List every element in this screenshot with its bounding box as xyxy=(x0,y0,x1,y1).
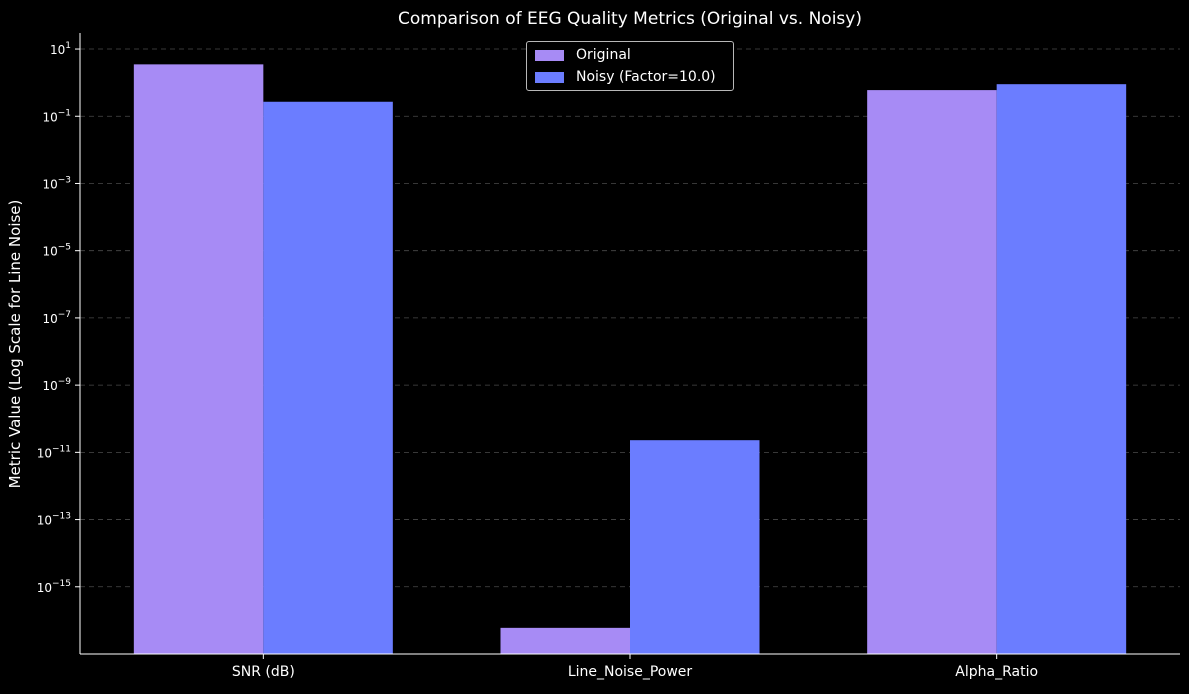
axes: 101 10−1 10−3 10−5 10−7 10−9 10−11 10−13 10−15 SN… xyxy=(37,33,1180,680)
y-tick-label-7: 10−13 xyxy=(37,512,71,528)
legend: Original Noisy (Factor=10.0) xyxy=(526,41,734,91)
y-tick-label-4: 10−7 xyxy=(42,310,71,326)
y-tick-label-0: 101 xyxy=(50,41,71,57)
chart-title: Comparison of EEG Quality Metrics (Origi… xyxy=(398,9,862,29)
legend-swatch-noisy xyxy=(535,71,564,83)
legend-label-original: Original xyxy=(576,47,631,63)
y-axis-label: Metric Value (Log Scale for Line Noise) xyxy=(6,200,24,489)
bar-original-1 xyxy=(500,627,630,654)
y-tick-label-8: 10−15 xyxy=(37,579,71,595)
y-tick-label-5: 10−9 xyxy=(42,377,71,393)
legend-swatch-original xyxy=(535,49,564,61)
legend-item-original: Original xyxy=(535,46,631,64)
bar-noisy-0 xyxy=(263,101,393,655)
y-tick-label-6: 10−11 xyxy=(37,444,71,460)
bar-original-0 xyxy=(133,64,264,654)
x-tick-label-1: Line_Noise_Power xyxy=(568,664,693,680)
y-tick-label-3: 10−5 xyxy=(42,243,71,259)
y-tick-label-2: 10−3 xyxy=(42,175,71,191)
x-tick-label-0: SNR (dB) xyxy=(232,664,295,680)
bar-original-2 xyxy=(867,90,997,655)
x-tick-label-2: Alpha_Ratio xyxy=(955,664,1038,680)
bars xyxy=(133,64,1127,655)
y-tick-label-1: 10−1 xyxy=(42,108,71,124)
legend-label-noisy: Noisy (Factor=10.0) xyxy=(576,69,716,85)
bar-noisy-2 xyxy=(996,84,1127,655)
legend-item-noisy: Noisy (Factor=10.0) xyxy=(535,68,716,86)
bar-noisy-1 xyxy=(630,440,760,654)
